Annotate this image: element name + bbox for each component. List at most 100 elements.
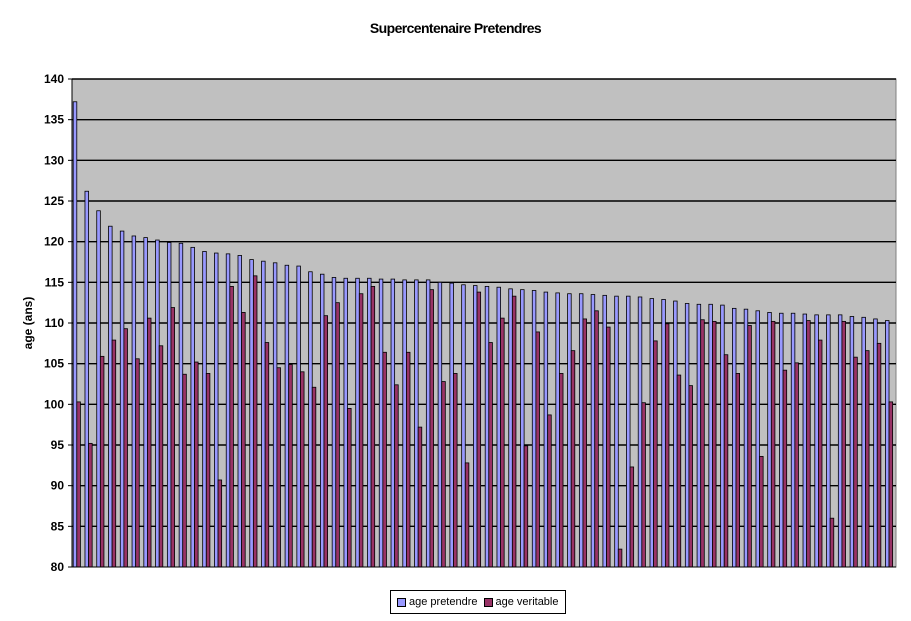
bar-age-pretendre — [555, 292, 560, 568]
bar-age-veritable — [559, 373, 564, 568]
bar-age-veritable — [888, 401, 894, 568]
bar-age-veritable — [664, 323, 670, 568]
bar-age-veritable — [335, 302, 340, 568]
bar-age-pretendre — [296, 265, 301, 568]
y-tick-label: 140 — [44, 72, 64, 86]
bar-age-veritable — [770, 320, 776, 568]
bar-age-veritable — [241, 312, 246, 568]
y-tick-label: 115 — [45, 275, 65, 289]
y-tick-label: 100 — [44, 397, 64, 411]
bar-age-veritable — [488, 342, 493, 568]
bar-age-veritable — [853, 356, 858, 568]
bar-age-veritable — [876, 342, 882, 568]
bar-age-veritable — [358, 293, 364, 568]
bar-age-veritable — [123, 328, 128, 568]
bar-age-veritable — [453, 373, 458, 568]
bar-age-pretendre — [249, 259, 254, 568]
y-tick-label: 125 — [44, 194, 64, 208]
bar-age-pretendre — [873, 318, 878, 568]
bar-age-pretendre — [861, 316, 866, 568]
bar-age-pretendre — [496, 286, 501, 568]
bar-age-veritable — [523, 445, 529, 568]
bar-age-pretendre — [484, 285, 490, 568]
bar-age-veritable — [217, 479, 223, 568]
bar-age-veritable — [370, 285, 376, 568]
bar-age-pretendre — [849, 316, 855, 568]
bar-age-veritable — [865, 350, 870, 568]
bar-age-veritable — [288, 364, 293, 568]
bar-age-veritable — [252, 275, 258, 568]
bar-age-veritable — [606, 326, 611, 568]
bar-age-pretendre — [590, 294, 596, 568]
bar-age-pretendre — [190, 246, 195, 568]
y-tick-labels: 80 85 90 95 100 105 110 115 120 125 130 135 140 — [44, 72, 64, 574]
y-tick-label: 110 — [45, 316, 65, 330]
bar-age-pretendre — [637, 296, 643, 568]
bar-age-veritable — [806, 320, 811, 568]
legend: age pretendre age veritable — [390, 590, 566, 614]
bar-age-pretendre — [673, 300, 678, 568]
bar-age-pretendre — [108, 225, 113, 568]
bar-age-veritable — [676, 374, 682, 568]
y-tick-label: 105 — [44, 357, 64, 371]
bar-age-veritable — [500, 317, 505, 568]
y-tick-label: 120 — [44, 235, 64, 249]
bar-age-veritable — [99, 355, 105, 568]
bar-age-veritable — [782, 369, 788, 568]
bar-age-veritable — [829, 517, 835, 568]
bar-age-pretendre — [143, 237, 148, 568]
bar-age-veritable — [323, 315, 328, 568]
bar-age-pretendre — [696, 303, 702, 568]
bar-age-pretendre — [473, 285, 478, 568]
bar-age-veritable — [417, 426, 423, 568]
bar-age-pretendre — [331, 277, 337, 568]
y-tick-label: 80 — [51, 560, 65, 574]
legend-swatch-veritable — [483, 597, 493, 607]
bar-age-pretendre — [166, 242, 172, 568]
y-tick-label: 95 — [51, 438, 65, 452]
bar-age-veritable — [147, 317, 152, 568]
bar-age-veritable — [723, 354, 729, 568]
bar-age-pretendre — [225, 253, 231, 568]
bar-age-veritable — [88, 442, 93, 568]
bar-age-pretendre — [520, 289, 525, 568]
bar-age-veritable — [347, 407, 352, 568]
bar-age-veritable — [653, 340, 658, 568]
legend-item-veritable: age veritable — [483, 596, 559, 608]
chart-title: Supercentenaire Pretendres — [369, 20, 542, 36]
bar-age-pretendre — [308, 271, 313, 568]
bar-age-veritable — [170, 307, 175, 568]
bar-age-pretendre — [319, 273, 325, 568]
bar-age-pretendre — [390, 278, 396, 568]
bar-age-veritable — [712, 320, 717, 568]
bar-age-pretendre — [461, 284, 466, 568]
bar-age-veritable — [264, 342, 270, 568]
bar-age-pretendre — [508, 288, 513, 568]
bar-age-pretendre — [72, 101, 78, 568]
bar-age-pretendre — [155, 239, 160, 568]
bar-age-pretendre — [708, 303, 713, 568]
bar-age-pretendre — [131, 235, 137, 568]
bar-age-veritable — [511, 295, 517, 568]
bar-age-veritable — [747, 325, 752, 568]
bar-age-veritable — [688, 385, 693, 568]
bar-age-veritable — [535, 331, 540, 568]
bar-age-pretendre — [96, 210, 101, 568]
bar-age-pretendre — [119, 230, 125, 568]
bar-age-veritable — [617, 548, 623, 568]
bar-age-pretendre — [567, 293, 572, 568]
bar-age-pretendre — [814, 314, 819, 568]
bar-age-veritable — [547, 414, 552, 568]
bar-age-pretendre — [743, 308, 749, 568]
bar-age-veritable — [794, 362, 799, 568]
bar-age-pretendre — [425, 279, 431, 568]
bars — [72, 101, 894, 568]
y-tick-label: 85 — [51, 519, 65, 533]
bar-age-pretendre — [214, 252, 219, 568]
bar-age-pretendre — [272, 262, 278, 568]
bar-age-pretendre — [543, 291, 549, 568]
bar-age-veritable — [629, 466, 635, 568]
bar-age-pretendre — [531, 290, 537, 568]
bar-age-pretendre — [720, 304, 725, 568]
axes — [71, 79, 896, 568]
